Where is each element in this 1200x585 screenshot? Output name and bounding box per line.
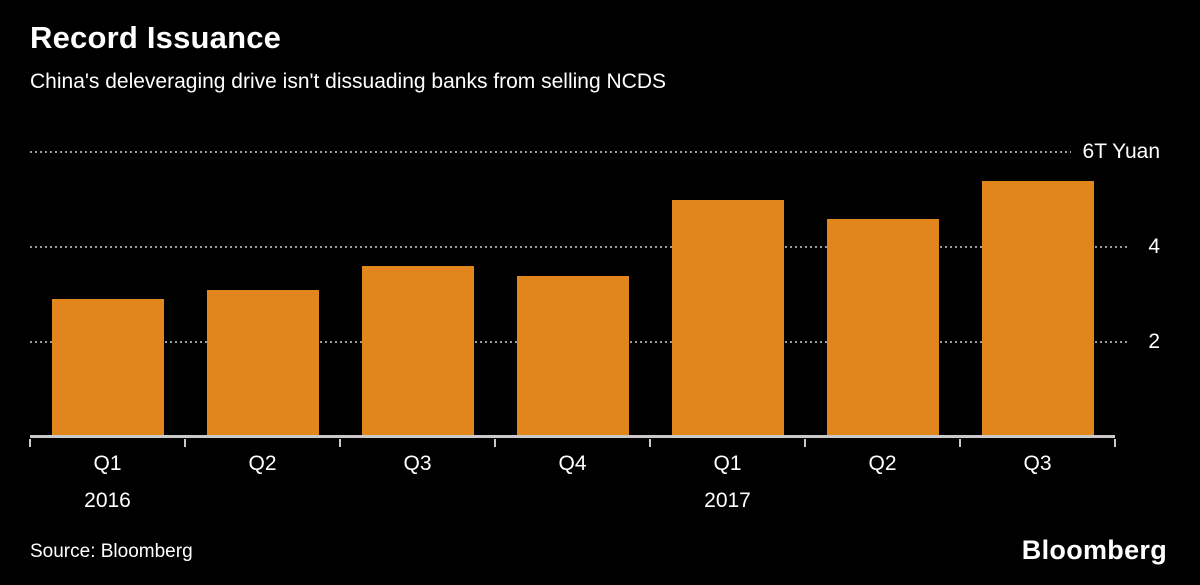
bar-chart-plot-area: 2 4 6T Yuan: [29, 141, 1160, 447]
y-axis-tick-label: 6T Yuan: [1070, 141, 1160, 163]
x-axis-tick: [339, 439, 341, 447]
x-axis-labels: Q1 Q2 Q3 Q4 Q1 Q2 Q3 2016 2017: [30, 452, 1115, 532]
bar-q1-4: [671, 199, 784, 437]
x-axis-label: Q1: [93, 452, 122, 475]
x-axis-tick: [804, 439, 806, 447]
gridline: [30, 246, 1130, 248]
bar-q1-0: [51, 299, 164, 437]
x-axis-label: Q3: [1023, 452, 1052, 475]
x-axis-tick: [649, 439, 651, 447]
chart-subtitle: China's deleveraging drive isn't dissuad…: [30, 70, 666, 93]
bar-q3-2: [361, 266, 474, 437]
bar-q2-5: [826, 218, 939, 437]
x-axis-tick: [1114, 439, 1116, 447]
x-axis-label: Q3: [403, 452, 432, 475]
x-axis-tick: [959, 439, 961, 447]
x-axis-ticks: [29, 439, 1116, 447]
bar-series: [30, 152, 1115, 437]
x-axis-label: Q2: [248, 452, 277, 475]
x-axis-tick: [184, 439, 186, 447]
source-label: Source: Bloomberg: [30, 541, 193, 562]
bar-q3-6: [981, 180, 1094, 437]
chart-header: Record Issuance China's deleveraging dri…: [30, 20, 666, 94]
year-label: 2017: [704, 489, 751, 512]
gridline: [30, 151, 1130, 153]
chart-title: Record Issuance: [30, 20, 282, 55]
x-axis-line: [30, 435, 1115, 438]
y-axis-tick-label: 2: [1136, 331, 1160, 353]
bloomberg-logo: Bloomberg: [1021, 535, 1167, 565]
bar-q2-1: [206, 289, 319, 437]
bar-q4-3: [516, 275, 629, 437]
x-axis-label: Q2: [868, 452, 897, 475]
y-axis-tick-label: 4: [1136, 236, 1160, 258]
year-label: 2016: [84, 489, 131, 512]
x-axis-tick: [494, 439, 496, 447]
x-axis-label: Q4: [558, 452, 587, 475]
x-axis-tick: [29, 439, 31, 447]
x-axis-label: Q1: [713, 452, 742, 475]
